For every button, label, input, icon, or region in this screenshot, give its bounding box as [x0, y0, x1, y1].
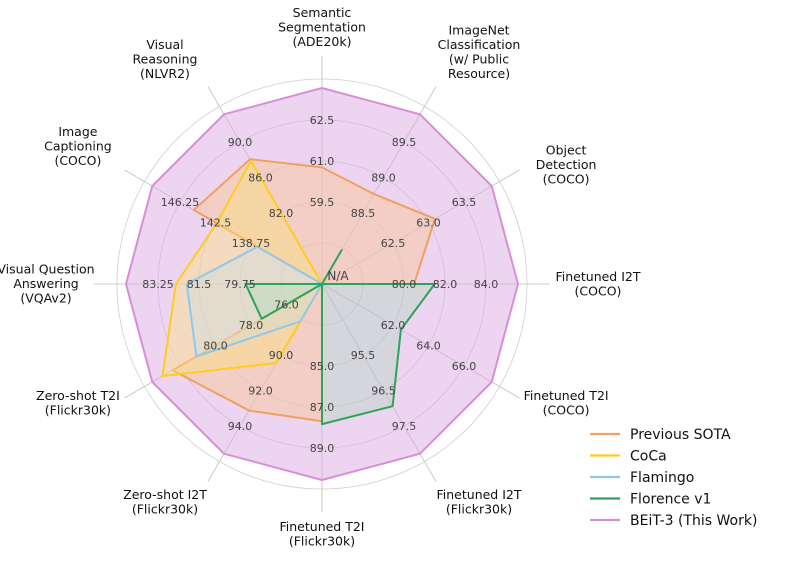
tick-label: 62.5 [381, 237, 406, 250]
tick-label: 90.0 [269, 349, 294, 362]
tick-label: 62.0 [381, 319, 406, 332]
tick-label: 89.0 [310, 442, 335, 455]
tick-label: 88.5 [351, 207, 376, 220]
axis-label-11: Image Captioning (COCO) [44, 124, 112, 168]
tick-label: 146.25 [161, 196, 200, 209]
axis-label-2: ImageNet Classification (w/ Public Resource… [438, 22, 521, 81]
tick-label: 96.5 [371, 385, 396, 398]
tick-label: 89.5 [392, 136, 417, 149]
axis-label-layer: Semantic Segmentation (ADE20k) ImageNet Clas… [0, 5, 641, 549]
axis-label-7: Finetuned T2I (Flickr30k) [280, 519, 365, 549]
legend-label: Previous SOTA [630, 427, 731, 443]
axis-label-3: Object Detection (COCO) [536, 143, 597, 187]
tick-label: 97.5 [392, 420, 417, 433]
legend-label: Florence v1 [630, 492, 711, 508]
tick-label: 80.0 [392, 278, 417, 291]
tick-label: 63.0 [416, 217, 441, 230]
axis-label-8: Zero-shot I2T (Flickr30k) [123, 487, 207, 516]
tick-label: 63.5 [452, 196, 477, 209]
tick-label: 80.0 [203, 340, 228, 353]
tick-label: 87.0 [310, 401, 335, 414]
axis-label-12: Visual Reasoning (NLVR2) [133, 37, 198, 81]
tick-label: 81.5 [187, 278, 212, 291]
axis-label-9: Zero-shot T2I (Flickr30k) [36, 388, 120, 418]
tick-label: 66.0 [452, 360, 477, 373]
tick-label: 61.0 [310, 155, 335, 168]
tick-label: 82.0 [269, 207, 294, 220]
tick-label: 90.0 [228, 136, 253, 149]
tick-label: 84.0 [474, 278, 499, 291]
tick-label: 85.0 [310, 360, 335, 373]
legend: Previous SOTA CoCa Flamingo Florence v1 BEiT… [590, 427, 757, 529]
series-coca [161, 159, 323, 378]
series-previous-sota [171, 158, 436, 423]
tick-layer: 59.5 61.0 62.5 88.5 89.0 89.5 62.5 63.0 63.5 80.0… [142, 114, 498, 455]
series-florence-v1 [244, 249, 436, 426]
tick-label: 82.0 [433, 278, 458, 291]
legend-label: CoCa [630, 449, 667, 465]
axis-label-5: Finetuned T2I (COCO) [524, 388, 609, 418]
tick-label: 62.5 [310, 114, 335, 127]
tick-label: 138.75 [232, 237, 271, 250]
legend-label: Flamingo [630, 470, 694, 486]
series-layer [125, 87, 519, 481]
tick-label: 95.5 [351, 349, 376, 362]
tick-label: 83.25 [142, 278, 174, 291]
tick-label: 89.0 [371, 172, 396, 185]
legend-label: BEiT-3 (This Work) [630, 513, 757, 529]
tick-label: 92.0 [248, 385, 273, 398]
tick-label: 76.0 [274, 299, 299, 312]
axis-label-1: Semantic Segmentation (ADE20k) [278, 5, 366, 49]
tick-label: 78.0 [239, 319, 264, 332]
center-label: N/A [327, 269, 349, 283]
axis-label-10: Visual Question Answering (VQAv2) [0, 262, 95, 306]
tick-label: 94.0 [228, 420, 253, 433]
tick-label: 79.75 [224, 278, 256, 291]
tick-label: 86.0 [248, 172, 273, 185]
tick-label: 142.5 [200, 217, 232, 230]
axis-label-6: Finetuned I2T (Flickr30k) [437, 487, 522, 516]
axis-label-4: Finetuned I2T (COCO) [556, 269, 641, 299]
tick-label: 64.0 [416, 340, 441, 353]
tick-label: 59.5 [310, 196, 335, 209]
